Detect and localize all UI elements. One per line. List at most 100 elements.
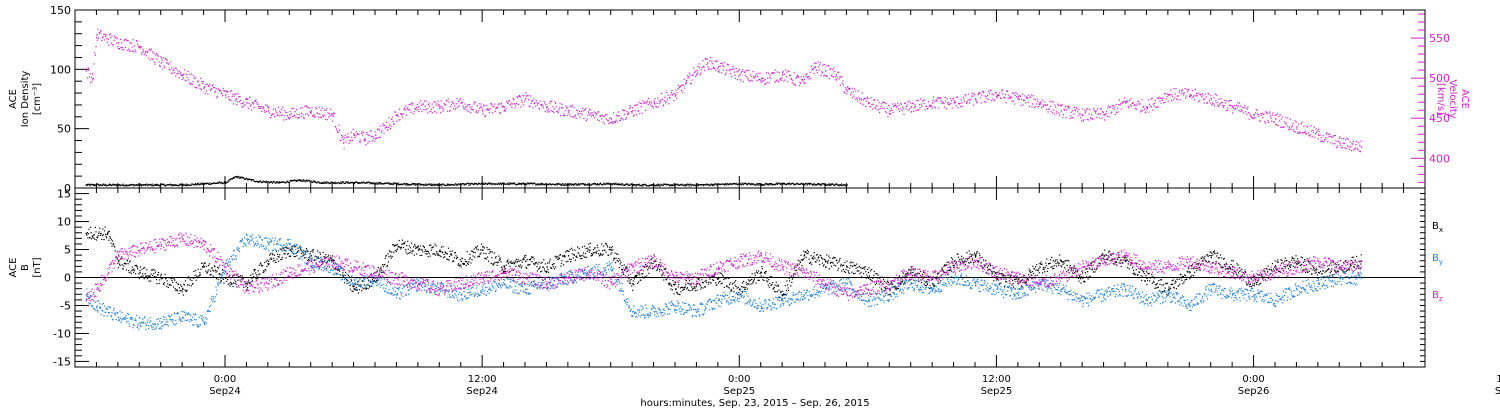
velocity-point [871, 104, 872, 105]
velocity-point [453, 108, 454, 109]
velocity-point [289, 114, 290, 115]
bx-point [389, 250, 390, 251]
density-point [741, 184, 742, 185]
velocity-point [1148, 112, 1149, 113]
velocity-point [815, 63, 816, 64]
bx-point [480, 254, 481, 255]
bx-point [133, 272, 134, 273]
bx-point [826, 267, 827, 268]
velocity-point [260, 108, 261, 109]
bx-point [440, 256, 441, 257]
velocity-point [715, 70, 716, 71]
bx-point [685, 286, 686, 287]
bx-point [504, 271, 505, 272]
bx-point [237, 280, 238, 281]
bx-point [529, 264, 530, 265]
velocity-point [894, 103, 895, 104]
bx-point [851, 262, 852, 263]
bx-point [452, 251, 453, 252]
bx-point [528, 264, 529, 265]
bx-point [745, 289, 746, 290]
bx-point [377, 280, 378, 281]
bx-point [798, 260, 799, 261]
velocity-point [110, 37, 111, 38]
velocity-point [1066, 110, 1067, 111]
bx-point [132, 267, 133, 268]
velocity-point [448, 98, 449, 99]
density-point [228, 181, 229, 182]
velocity-point [969, 103, 970, 104]
velocity-point [104, 34, 105, 35]
bx-point [378, 267, 379, 268]
bx-point [413, 246, 414, 247]
velocity-point [767, 82, 768, 83]
velocity-point [1361, 146, 1362, 147]
bx-point [639, 272, 640, 273]
bx-point [765, 273, 766, 274]
bx-point [103, 234, 104, 235]
velocity-point [478, 110, 479, 111]
velocity-point [577, 110, 578, 111]
velocity-point [655, 98, 656, 99]
velocity-point [624, 114, 625, 115]
velocity-point [872, 109, 873, 110]
bx-point [627, 280, 628, 281]
velocity-point [845, 87, 846, 88]
bx-point [687, 283, 688, 284]
density-point [702, 184, 703, 185]
velocity-point [266, 105, 267, 106]
velocity-point [1358, 142, 1359, 143]
velocity-point [853, 96, 854, 97]
velocity-point [551, 110, 552, 111]
velocity-point [1011, 100, 1012, 101]
velocity-point [1270, 115, 1271, 116]
velocity-point [162, 68, 163, 69]
velocity-point [95, 55, 96, 56]
velocity-point [1117, 108, 1118, 109]
velocity-point [838, 72, 839, 73]
velocity-point [167, 59, 168, 60]
velocity-point [629, 108, 630, 109]
velocity-point [939, 98, 940, 99]
velocity-point [591, 116, 592, 117]
velocity-point [1348, 139, 1349, 140]
bx-point [461, 267, 462, 268]
velocity-point [1110, 107, 1111, 108]
velocity-point [785, 69, 786, 70]
velocity-point [739, 74, 740, 75]
velocity-point [133, 51, 134, 52]
bx-point [720, 281, 721, 282]
velocity-point [1190, 96, 1191, 97]
velocity-point [560, 115, 561, 116]
velocity-point [174, 72, 175, 73]
bx-point [567, 250, 568, 251]
velocity-point [834, 71, 835, 72]
velocity-point [574, 107, 575, 108]
density-point [769, 183, 770, 184]
velocity-point [1101, 118, 1102, 119]
density-point [509, 182, 510, 183]
density-point [238, 176, 239, 177]
bx-point [613, 260, 614, 261]
velocity-point [205, 93, 206, 94]
velocity-point [1326, 133, 1327, 134]
velocity-point [235, 100, 236, 101]
velocity-point [344, 148, 345, 149]
bx-point [220, 274, 221, 275]
bx-point [586, 257, 587, 258]
bx-point [923, 278, 924, 279]
bx-point [451, 253, 452, 254]
bx-point [169, 284, 170, 285]
velocity-point [1184, 92, 1185, 93]
bx-point [646, 266, 647, 267]
velocity-point [549, 111, 550, 112]
velocity-point [192, 81, 193, 82]
bx-point [790, 277, 791, 278]
velocity-point [661, 93, 662, 94]
bx-point [158, 274, 159, 275]
velocity-point [183, 77, 184, 78]
velocity-point [1116, 104, 1117, 105]
bx-point [513, 270, 514, 271]
velocity-point [153, 59, 154, 60]
velocity-point [507, 103, 508, 104]
